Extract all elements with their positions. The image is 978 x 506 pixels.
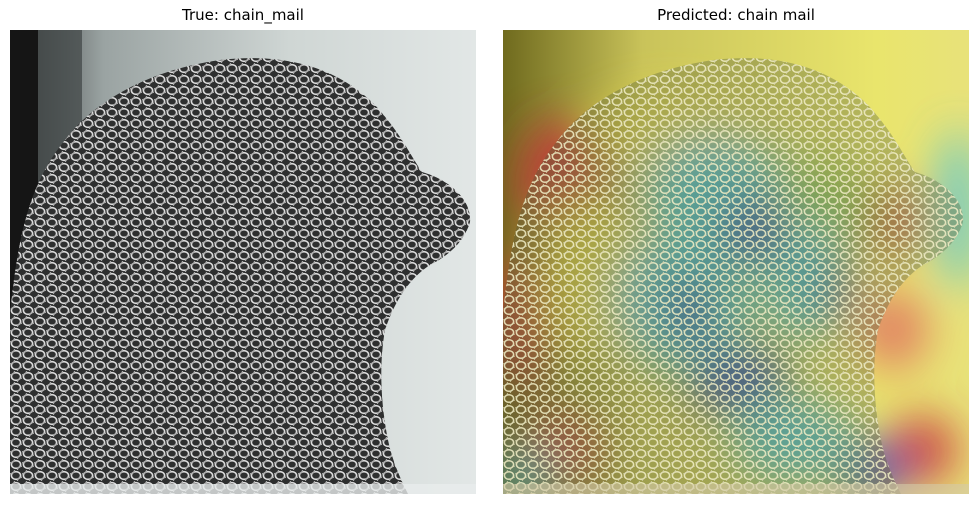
original-image — [10, 30, 476, 494]
true-label-title: True: chain_mail — [182, 6, 304, 24]
predicted-label-title: Predicted: chain mail — [657, 6, 815, 24]
gradcam-heatmap-image — [503, 30, 969, 494]
